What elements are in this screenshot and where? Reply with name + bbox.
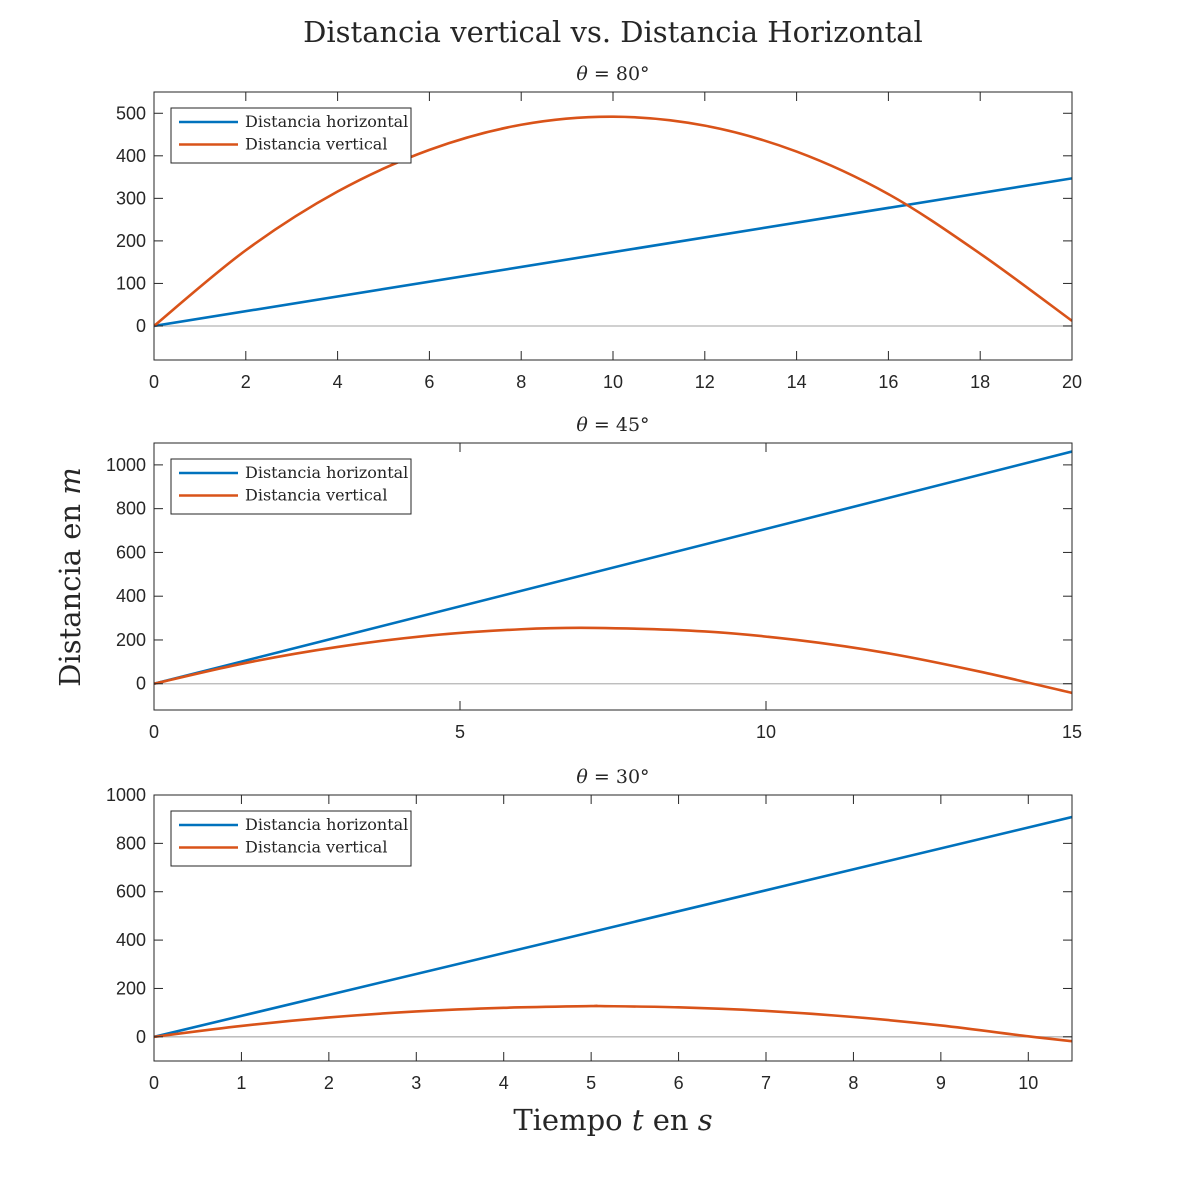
axes-box [153,442,1073,711]
subplot-title: θ = 30° [576,766,649,788]
y-tick-label: 400 [116,930,146,950]
x-tick-label: 16 [878,372,898,392]
x-tick-label: 2 [324,1073,334,1093]
x-tick-label: 20 [1062,372,1082,392]
x-tick-label: 0 [149,372,159,392]
legend-box [170,107,412,164]
series-line-horizontal [154,815,1072,1039]
y-tick-label: 400 [116,146,146,166]
x-tick-label: 5 [455,722,465,742]
y-tick-label: 600 [116,882,146,902]
x-tick-label: 10 [756,722,776,742]
x-tick-label: 12 [695,372,715,392]
series-group [154,815,1072,1043]
subplot-2: θ = 45° 0 5 10 15 0 200 400 600 800 1000 Distancia … [106,414,1082,742]
x-tick-label: 10 [603,372,623,392]
y-tick-label: 200 [116,630,146,650]
x-tick-label: 2 [241,372,251,392]
y-tick-label: 300 [116,188,146,208]
x-tick-label: 15 [1062,722,1082,742]
y-tick-label: 0 [136,674,146,694]
x-tick-label: 14 [787,372,807,392]
subplot-title: θ = 80° [576,63,649,85]
figure-title: Distancia vertical vs. Distancia Horizon… [303,15,923,49]
legend: Distancia horizontal Distancia vertical [170,107,412,164]
x-tick-label: 1 [236,1073,246,1093]
x-tick-label: 7 [761,1073,771,1093]
x-tick-label: 6 [424,372,434,392]
y-tick-label: 800 [116,499,146,519]
y-tick-label: 400 [116,586,146,606]
x-tick-label: 18 [970,372,990,392]
y-tick-label: 1000 [106,785,146,805]
y-tick-label: 100 [116,273,146,293]
legend-label-horizontal: Distancia horizontal [245,463,408,482]
x-tick-label: 9 [936,1073,946,1093]
axes-box [153,794,1073,1062]
y-tick-label: 1000 [106,455,146,475]
subplot-title-symbol: θ [576,63,588,85]
legend-box [170,458,412,515]
subplot-title-value: = 80° [588,63,650,85]
x-tick-label: 4 [499,1073,509,1093]
legend-label-vertical: Distancia vertical [245,486,387,505]
legend-label-vertical: Distancia vertical [245,838,387,857]
x-tick-label: 6 [674,1073,684,1093]
legend-label-horizontal: Distancia horizontal [245,112,408,131]
y-tick-label: 500 [116,103,146,123]
y-tick-label: 0 [136,1027,146,1047]
series-line-vertical [154,626,1072,695]
series-line-horizontal [154,177,1072,328]
y-tick-label: 0 [136,316,146,336]
y-axis-label: Distancia en m [53,467,87,687]
subplot-title: θ = 45° [576,414,649,436]
subplot-title-value: = 45° [588,414,650,436]
y-tick-label: 600 [116,542,146,562]
x-axis-label: Tiempo t en s [513,1103,712,1137]
subplot-title-value: = 30° [588,766,650,788]
series-line-horizontal [154,450,1072,685]
y-tick-label: 800 [116,833,146,853]
x-tick-label: 0 [149,722,159,742]
x-tick-label: 10 [1018,1073,1038,1093]
subplot-title-symbol: θ [576,766,588,788]
series-group [154,115,1072,328]
series-line-vertical [154,1004,1072,1043]
y-tick-label: 200 [116,978,146,998]
subplot-3: θ = 30° 0 1 2 3 4 5 6 7 8 9 10 0 200 400 600 800 1000 Dist… [106,766,1073,1093]
x-tick-label: 8 [848,1073,858,1093]
x-tick-label: 0 [149,1073,159,1093]
x-tick-label: 8 [516,372,526,392]
x-tick-label: 4 [333,372,343,392]
legend-label-horizontal: Distancia horizontal [245,815,408,834]
legend-box [170,810,412,867]
x-tick-label: 5 [586,1073,596,1093]
subplot-1: θ = 80°0 2 4 6 8 10 12 14 16 18 200100200300400500… [116,63,1082,392]
subplots: θ = 80°0 2 4 6 8 10 12 14 16 18 200100200300400500… [106,63,1082,1093]
x-tick-label: 3 [411,1073,421,1093]
y-tick-label: 200 [116,231,146,251]
legend: Distancia horizontal Distancia vertical [170,458,412,515]
series-line-vertical [154,115,1072,327]
series-group [154,450,1072,695]
legend-label-vertical: Distancia vertical [245,135,387,154]
subplot-title-symbol: θ [576,414,588,436]
legend: Distancia horizontal Distancia vertical [170,810,412,867]
